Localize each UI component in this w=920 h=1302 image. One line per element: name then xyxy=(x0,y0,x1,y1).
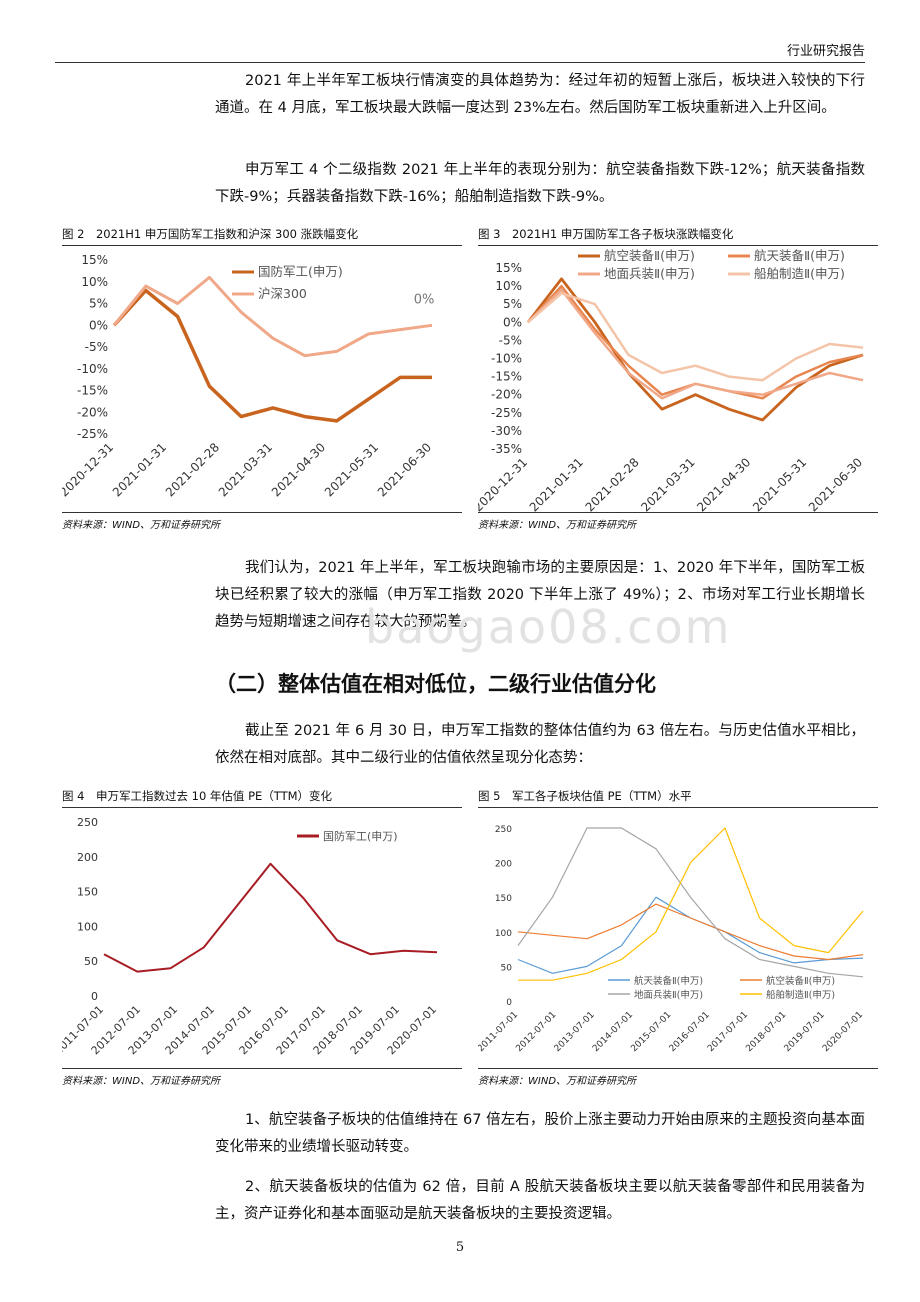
x-tick-label: 2020-12-31 xyxy=(478,455,530,512)
y-tick-label: 200 xyxy=(77,851,98,864)
y-tick-label: 0 xyxy=(506,998,512,1008)
series-line xyxy=(518,827,864,981)
x-tick-label: 2021-03-31 xyxy=(638,455,697,512)
y-tick-label: 50 xyxy=(84,955,98,968)
fig2-chart: 15%10%5%0%-5%-10%-15%-20%-25%2020-12-312… xyxy=(62,253,435,499)
x-tick-label: 2020-12-31 xyxy=(62,440,116,499)
y-tick-label: -5% xyxy=(499,333,522,347)
legend-label: 船舶制造Ⅱ(申万) xyxy=(766,989,835,1001)
legend-label: 船舶制造Ⅱ(申万) xyxy=(754,266,845,281)
legend-label: 沪深300 xyxy=(258,286,307,301)
x-tick-label: 2021-05-31 xyxy=(322,440,381,499)
y-tick-label: -20% xyxy=(491,388,522,402)
y-tick-label: 15% xyxy=(495,261,522,275)
y-tick-label: 0% xyxy=(89,318,108,332)
series-line xyxy=(527,288,864,400)
y-tick-label: 100 xyxy=(495,929,512,939)
y-tick-label: -10% xyxy=(491,352,522,366)
x-tick-label: 2021-06-30 xyxy=(806,455,865,512)
header-title: 行业研究报告 xyxy=(786,44,865,59)
legend-label: 地面兵装Ⅱ(申万) xyxy=(604,266,695,281)
y-tick-label: -25% xyxy=(491,406,522,420)
series-line xyxy=(527,292,864,382)
y-tick-label: 100 xyxy=(77,920,98,933)
fig2-source: 资料来源：WIND、万和证券研究所 xyxy=(62,512,462,531)
y-tick-label: 10% xyxy=(81,275,108,289)
legend-label: 国防军工(申万) xyxy=(258,264,343,279)
legend-label: 国防军工(申万) xyxy=(323,829,398,843)
y-tick-label: -30% xyxy=(491,424,522,438)
fig3-source: 资料来源：WIND、万和证券研究所 xyxy=(478,512,878,531)
legend-label: 航空装备Ⅱ(申万) xyxy=(604,248,695,263)
y-tick-label: 15% xyxy=(81,253,108,267)
y-tick-label: -15% xyxy=(77,384,108,398)
x-tick-label: 2021-06-30 xyxy=(375,440,434,499)
y-tick-label: 250 xyxy=(77,816,98,829)
series-line xyxy=(517,896,864,974)
series-line xyxy=(517,903,864,961)
page-header: 行业研究报告 xyxy=(55,0,865,63)
series-line xyxy=(112,288,432,423)
paragraph-5: 1、航空装备子板块的估值维持在 67 倍左右，股价上涨主要动力开始由原来的主题投… xyxy=(215,1112,865,1155)
page-number: 5 xyxy=(455,1240,465,1255)
fig3-caption: 图 3 2021H1 申万国防军工各子板块涨跌幅变化 xyxy=(478,226,878,246)
x-tick-label: 2021-04-30 xyxy=(269,440,328,499)
x-tick-label: 2021-05-31 xyxy=(750,455,809,512)
y-tick-label: 5% xyxy=(89,297,108,311)
y-tick-label: 0% xyxy=(503,315,522,329)
y-tick-label: -5% xyxy=(85,340,108,354)
series-line xyxy=(112,275,433,358)
y-tick-label: -35% xyxy=(491,442,522,456)
y-tick-label: -25% xyxy=(77,427,108,441)
x-tick-label: 2021-01-31 xyxy=(527,455,586,512)
annotation-label: 0% xyxy=(414,293,435,308)
x-tick-label: 2021-02-28 xyxy=(583,455,642,512)
section-title: （二）整体估值在相对低位，二级行业估值分化 xyxy=(215,672,656,696)
legend-label: 地面兵装Ⅱ(申万) xyxy=(634,989,703,1001)
series-line xyxy=(103,862,438,973)
fig2-caption: 图 2 2021H1 申万国防军工指数和沪深 300 涨跌幅变化 xyxy=(62,226,462,246)
x-tick-label: 2021-02-28 xyxy=(163,440,222,499)
y-tick-label: 0 xyxy=(91,990,98,1003)
watermark: baogao08.com xyxy=(365,600,732,654)
fig4-chart: 2502001501005002011-07-012012-07-012013-… xyxy=(62,816,439,1057)
series-line xyxy=(517,827,864,978)
y-tick-label: 10% xyxy=(495,279,522,293)
paragraph-1: 2021 年上半年军工板块行情演变的具体趋势为：经过年初的短暂上涨后，板块进入较… xyxy=(215,73,865,116)
y-tick-label: -15% xyxy=(491,370,522,384)
y-tick-label: 50 xyxy=(501,963,513,973)
fig4-caption: 图 4 申万军工指数过去 10 年估值 PE（TTM）变化 xyxy=(62,788,462,808)
y-tick-label: 150 xyxy=(77,886,98,899)
y-tick-label: -10% xyxy=(77,362,108,376)
paragraph-2: 申万军工 4 个二级指数 2021 年上半年的表现分别为：航空装备指数下跌-12… xyxy=(215,162,865,205)
legend-label: 航天装备Ⅱ(申万) xyxy=(754,248,845,263)
y-tick-label: 250 xyxy=(495,825,512,835)
legend-label: 航空装备Ⅱ(申万) xyxy=(766,975,835,987)
x-tick-label: 2021-03-31 xyxy=(216,440,275,499)
series-line xyxy=(527,284,864,400)
fig5-chart: 2502001501005002011-07-012012-07-012013-… xyxy=(478,825,865,1054)
y-tick-label: 150 xyxy=(495,894,512,904)
fig3-chart: 15%10%5%0%-5%-10%-15%-20%-25%-30%-35%202… xyxy=(478,248,865,512)
fig5-source: 资料来源：WIND、万和证券研究所 xyxy=(478,1068,878,1087)
y-tick-label: -20% xyxy=(77,405,108,419)
paragraph-3: 我们认为，2021 年上半年，军工板块跑输市场的主要原因是：1、2020 年下半… xyxy=(215,560,865,630)
series-line xyxy=(526,277,864,422)
paragraph-4: 截止至 2021 年 6 月 30 日，申万军工指数的整体估值约为 63 倍左右… xyxy=(215,723,865,766)
x-tick-label: 2021-04-30 xyxy=(694,455,753,512)
legend-label: 航天装备Ⅱ(申万) xyxy=(634,975,703,987)
y-tick-label: 5% xyxy=(503,297,522,311)
x-tick-label: 2021-01-31 xyxy=(110,440,169,499)
y-tick-label: 200 xyxy=(495,860,512,870)
fig4-source: 资料来源：WIND、万和证券研究所 xyxy=(62,1068,462,1087)
x-tick-label: 2020-07-01 xyxy=(821,1010,865,1054)
paragraph-6: 2、航天装备板块的估值为 62 倍，目前 A 股航天装备板块主要以航天装备零部件… xyxy=(215,1179,865,1222)
fig5-caption: 图 5 军工各子板块估值 PE（TTM）水平 xyxy=(478,788,878,808)
